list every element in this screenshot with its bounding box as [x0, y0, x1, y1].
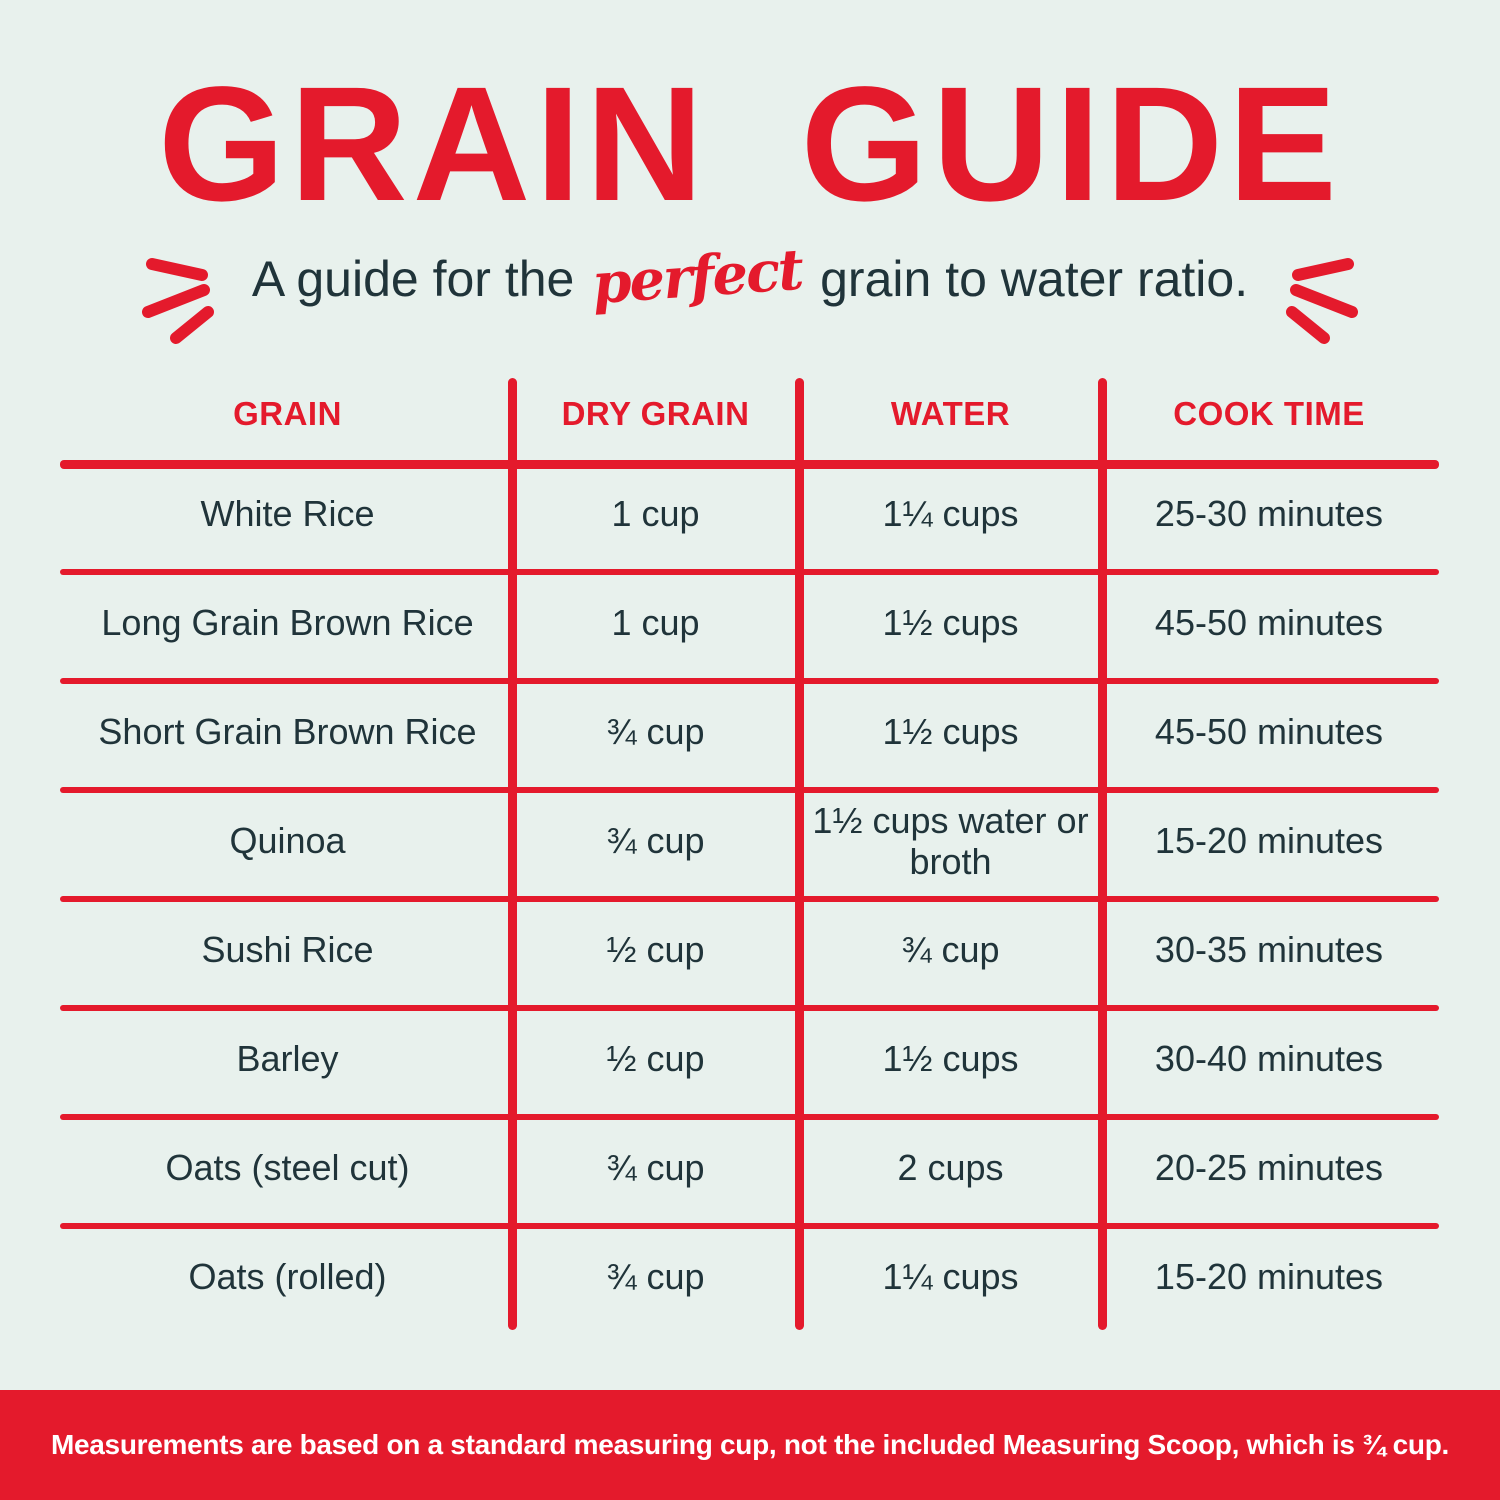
table-grid-hline — [60, 460, 1439, 469]
emphasis-burst-right-icon — [1286, 258, 1359, 344]
table-grid-hline — [60, 787, 1439, 793]
cell-dry-grain: ¾ cup — [606, 1147, 705, 1189]
cell-water: 1½ cups — [882, 711, 1019, 753]
table-grid-hline — [60, 1114, 1439, 1120]
table-grid-vline — [508, 378, 517, 1330]
cell-grain: Barley — [236, 1038, 339, 1080]
table-grid-vline — [795, 378, 804, 1330]
cell-cook-time: 30-35 minutes — [1154, 929, 1384, 971]
table-grid-hline — [60, 1223, 1439, 1229]
cell-dry-grain: 1 cup — [611, 602, 700, 644]
cell-cook-time: 25-30 minutes — [1154, 493, 1384, 535]
cell-dry-grain: ¾ cup — [606, 1256, 705, 1298]
cell-water: ¾ cup — [901, 929, 1000, 971]
column-header-dry-grain: DRY GRAIN — [561, 394, 750, 432]
cell-dry-grain: ¾ cup — [606, 820, 705, 862]
cell-dry-grain: 1 cup — [611, 493, 700, 535]
table-grid-hline — [60, 569, 1439, 575]
table-grid-hline — [60, 896, 1439, 902]
cell-cook-time: 45-50 minutes — [1154, 711, 1384, 753]
page-title: GRAIN GUIDE — [158, 52, 1342, 235]
table-grid-hline — [60, 678, 1439, 684]
footer-note-band: Measurements are based on a standard mea… — [0, 1390, 1500, 1500]
subtitle-suffix: grain to water ratio. — [806, 251, 1249, 307]
column-header-water: WATER — [890, 394, 1011, 432]
emphasis-burst-left-icon — [141, 258, 214, 344]
cell-cook-time: 15-20 minutes — [1154, 1256, 1384, 1298]
subtitle-prefix: A guide for the — [251, 251, 589, 307]
cell-grain: Short Grain Brown Rice — [98, 711, 477, 753]
column-header-grain: GRAIN — [233, 394, 342, 432]
cell-grain: Oats (steel cut) — [165, 1147, 410, 1189]
cell-cook-time: 15-20 minutes — [1154, 820, 1384, 862]
cell-dry-grain: ½ cup — [606, 1038, 705, 1080]
table-cells: GRAIN DRY GRAIN WATER COOK TIME White Ri… — [63, 378, 1436, 1332]
cell-grain: Long Grain Brown Rice — [101, 602, 474, 644]
subtitle-highlight: perfect — [590, 236, 805, 318]
table-grid-vline — [1098, 378, 1107, 1330]
cell-water: 1¼ cups — [882, 493, 1019, 535]
grain-table: GRAIN DRY GRAIN WATER COOK TIME White Ri… — [60, 378, 1439, 1332]
cell-water: 1½ cups water or broth — [812, 800, 1089, 882]
cell-grain: Quinoa — [229, 820, 346, 862]
column-header-cook-time: COOK TIME — [1173, 394, 1365, 432]
cell-dry-grain: ½ cup — [606, 929, 705, 971]
cell-water: 1½ cups — [882, 1038, 1019, 1080]
cell-water: 2 cups — [897, 1147, 1004, 1189]
cell-water: 1½ cups — [882, 602, 1019, 644]
subtitle-text: A guide for the perfect grain to water r… — [251, 237, 1249, 317]
cell-cook-time: 45-50 minutes — [1154, 602, 1384, 644]
cell-cook-time: 30-40 minutes — [1154, 1038, 1384, 1080]
subtitle: A guide for the perfect grain to water r… — [0, 237, 1500, 350]
table-grid-hline — [60, 1005, 1439, 1011]
footer-note: Measurements are based on a standard mea… — [50, 1429, 1449, 1460]
cell-water: 1¼ cups — [882, 1256, 1019, 1298]
cell-cook-time: 20-25 minutes — [1154, 1147, 1384, 1189]
cell-grain: White Rice — [200, 493, 375, 535]
cell-grain: Oats (rolled) — [188, 1256, 387, 1298]
cell-grain: Sushi Rice — [201, 929, 374, 971]
cell-dry-grain: ¾ cup — [606, 711, 705, 753]
